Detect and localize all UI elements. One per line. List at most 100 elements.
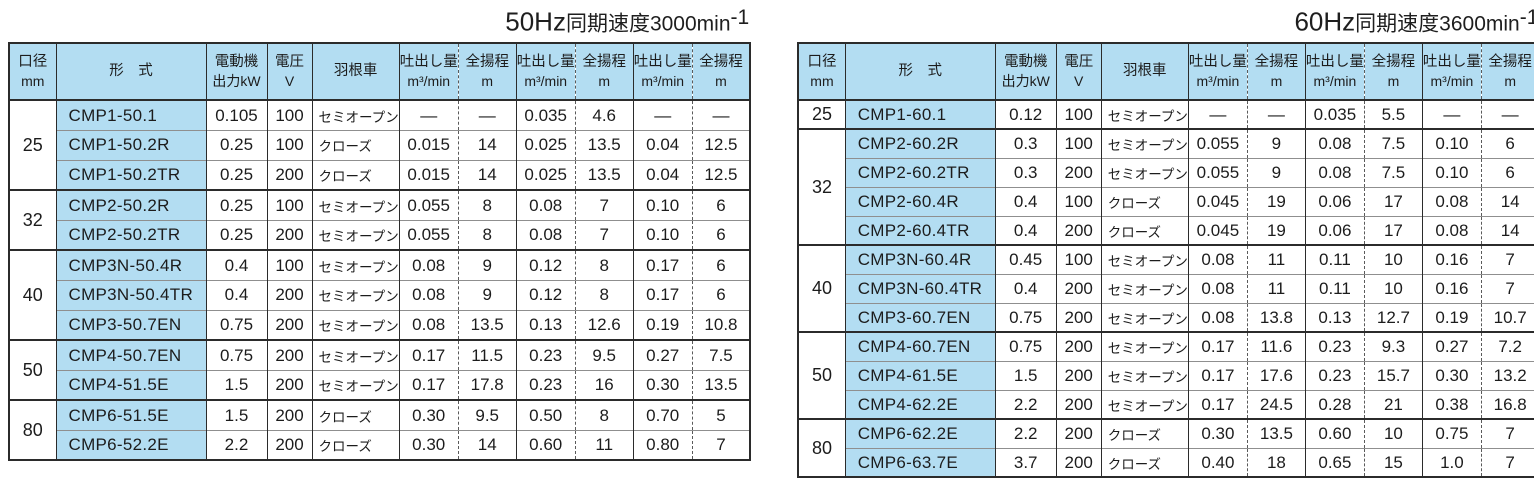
total-head-cell: 9.3	[1363, 331, 1423, 362]
motor-output-cell: 0.4	[994, 186, 1057, 217]
model-cell: CMP2-60.4TR	[844, 215, 996, 246]
voltage-cell: 200	[266, 369, 312, 401]
total-head-cell: 7	[574, 189, 634, 221]
voltage-cell: 200	[266, 219, 312, 251]
title-frequency: 50Hz	[505, 6, 566, 37]
model-cell: CMP3-50.7EN	[55, 309, 206, 341]
discharge-flow-cell: 0.11	[1304, 273, 1365, 304]
discharge-flow-cell: 0.08	[1187, 273, 1248, 304]
total-head-cell: 11	[574, 429, 634, 461]
table-row: CMP4-61.5E 1.5 200 セミオープン 0.17 17.6 0.23 15.7 0.…	[798, 360, 1534, 391]
discharge-flow-cell: 0.08	[398, 279, 459, 311]
motor-output-cell: 0.4	[205, 279, 267, 311]
impeller-cell: セミオープン	[1100, 157, 1189, 188]
voltage-cell: 100	[266, 189, 312, 221]
discharge-flow-cell: 0.16	[1421, 273, 1482, 304]
discharge-flow-cell: 0.055	[1187, 128, 1248, 159]
motor-output-cell: 0.25	[205, 219, 267, 251]
total-head-cell: 8	[457, 189, 517, 221]
impeller-cell: セミオープン	[1100, 331, 1189, 362]
discharge-flow-cell: 0.045	[1187, 215, 1248, 246]
col-header-model: 形 式	[55, 43, 206, 101]
impeller-cell: セミオープン	[1100, 302, 1189, 333]
table-block-60hz: 60Hz同期速度3600min-1 口径 mm 形 式 電動機 出力kW 電圧 V 羽…	[797, 6, 1534, 479]
discharge-flow-cell: 0.035	[515, 99, 576, 131]
total-head-cell: 12.5	[691, 129, 751, 161]
model-cell: CMP3-60.7EN	[844, 302, 996, 333]
table-row: CMP2-50.2TR 0.25 200 セミオープン 0.055 8 0.08 7 0.10 6	[9, 219, 751, 251]
title-frequency: 60Hz	[1294, 6, 1356, 37]
total-head-cell: 14	[457, 429, 517, 461]
discharge-flow-cell: 0.19	[632, 309, 693, 341]
impeller-cell: セミオープン	[311, 219, 400, 251]
impeller-cell: セミオープン	[1100, 99, 1189, 130]
discharge-flow-cell: 0.30	[1421, 360, 1482, 391]
voltage-cell: 200	[1055, 157, 1102, 188]
total-head-cell: 19	[1246, 215, 1306, 246]
total-head-cell: 9	[457, 249, 517, 281]
discharge-flow-cell: 0.27	[632, 339, 693, 371]
discharge-flow-cell: 0.13	[1304, 302, 1365, 333]
discharge-flow-cell: 0.08	[1421, 186, 1482, 217]
col-header-voltage: 電圧 V	[266, 43, 312, 101]
discharge-flow-cell: 0.13	[515, 309, 576, 341]
discharge-flow-cell: 0.17	[632, 279, 693, 311]
model-cell: CMP4-51.5E	[55, 369, 206, 401]
motor-output-cell: 2.2	[994, 389, 1057, 420]
table-row: CMP6-52.2E 2.2 200 クローズ 0.30 14 0.60 11 0.80 7	[9, 429, 751, 461]
motor-output-cell: 3.7	[994, 447, 1057, 478]
impeller-cell: セミオープン	[311, 189, 400, 221]
title-speed: 同期速度3000min	[565, 12, 731, 36]
total-head-cell: 9.5	[457, 399, 517, 431]
voltage-cell: 200	[1055, 331, 1102, 362]
total-head-cell: 7.5	[1363, 128, 1423, 159]
discharge-flow-cell: 0.06	[1304, 215, 1365, 246]
table-title-60hz: 60Hz同期速度3600min-1	[797, 6, 1534, 42]
discharge-flow-cell: 0.08	[1304, 157, 1365, 188]
total-head-cell: 7.5	[1363, 157, 1423, 188]
motor-output-cell: 0.3	[994, 157, 1057, 188]
total-head-cell: 10.7	[1480, 302, 1534, 333]
impeller-cell: セミオープン	[1100, 273, 1189, 304]
discharge-flow-cell: 0.025	[515, 129, 576, 161]
total-head-cell: 24.5	[1246, 389, 1306, 420]
motor-output-cell: 1.5	[205, 399, 267, 431]
discharge-flow-cell: 0.75	[1421, 418, 1482, 449]
bore-size-cell: 50	[8, 339, 56, 401]
col-header-head-2: 全揚程 m	[1363, 43, 1423, 101]
table-block-50hz: 50Hz同期速度3000min-1 口径 mm 形 式 電動機 出力kW 電圧 V 羽…	[8, 6, 752, 462]
voltage-cell: 200	[1055, 389, 1102, 420]
total-head-cell: 6	[691, 189, 751, 221]
total-head-cell: 11	[1246, 273, 1306, 304]
voltage-cell: 100	[1055, 244, 1102, 275]
total-head-cell: 13.5	[574, 159, 634, 191]
col-header-flow-3: 吐出し量 m³/min	[1421, 43, 1482, 101]
impeller-cell: クローズ	[311, 159, 400, 191]
total-head-cell: 13.8	[1246, 302, 1306, 333]
discharge-flow-cell: 0.17	[632, 249, 693, 281]
title-speed: 同期速度3600min	[1355, 12, 1520, 36]
voltage-cell: 200	[266, 339, 312, 371]
total-head-cell: 7.2	[1480, 331, 1534, 362]
discharge-flow-cell: 0.30	[398, 429, 459, 461]
discharge-flow-cell: 0.27	[1421, 331, 1482, 362]
total-head-cell: 8	[574, 399, 634, 431]
total-head-cell: —	[1480, 99, 1534, 130]
col-header-voltage: 電圧 V	[1055, 43, 1102, 101]
discharge-flow-cell: 0.17	[1187, 331, 1248, 362]
impeller-cell: セミオープン	[1100, 244, 1189, 275]
discharge-flow-cell: 0.055	[1187, 157, 1248, 188]
voltage-cell: 200	[1055, 215, 1102, 246]
model-cell: CMP6-51.5E	[55, 399, 206, 431]
discharge-flow-cell: 0.08	[398, 249, 459, 281]
table-row: CMP4-51.5E 1.5 200 セミオープン 0.17 17.8 0.23 16 0.30…	[9, 369, 751, 401]
table-row: 80 CMP6-62.2E 2.2 200 クローズ 0.30 13.5 0.60 10 0.75…	[797, 418, 1534, 478]
total-head-cell: 9.5	[574, 339, 634, 371]
discharge-flow-cell: 0.28	[1304, 389, 1365, 420]
discharge-flow-cell: —	[632, 99, 693, 131]
total-head-cell: —	[1246, 99, 1306, 130]
total-head-cell: 7	[1480, 418, 1534, 449]
discharge-flow-cell: 0.60	[1304, 418, 1365, 449]
discharge-flow-cell: 0.12	[515, 249, 576, 281]
bore-size-cell: 25	[8, 99, 56, 191]
